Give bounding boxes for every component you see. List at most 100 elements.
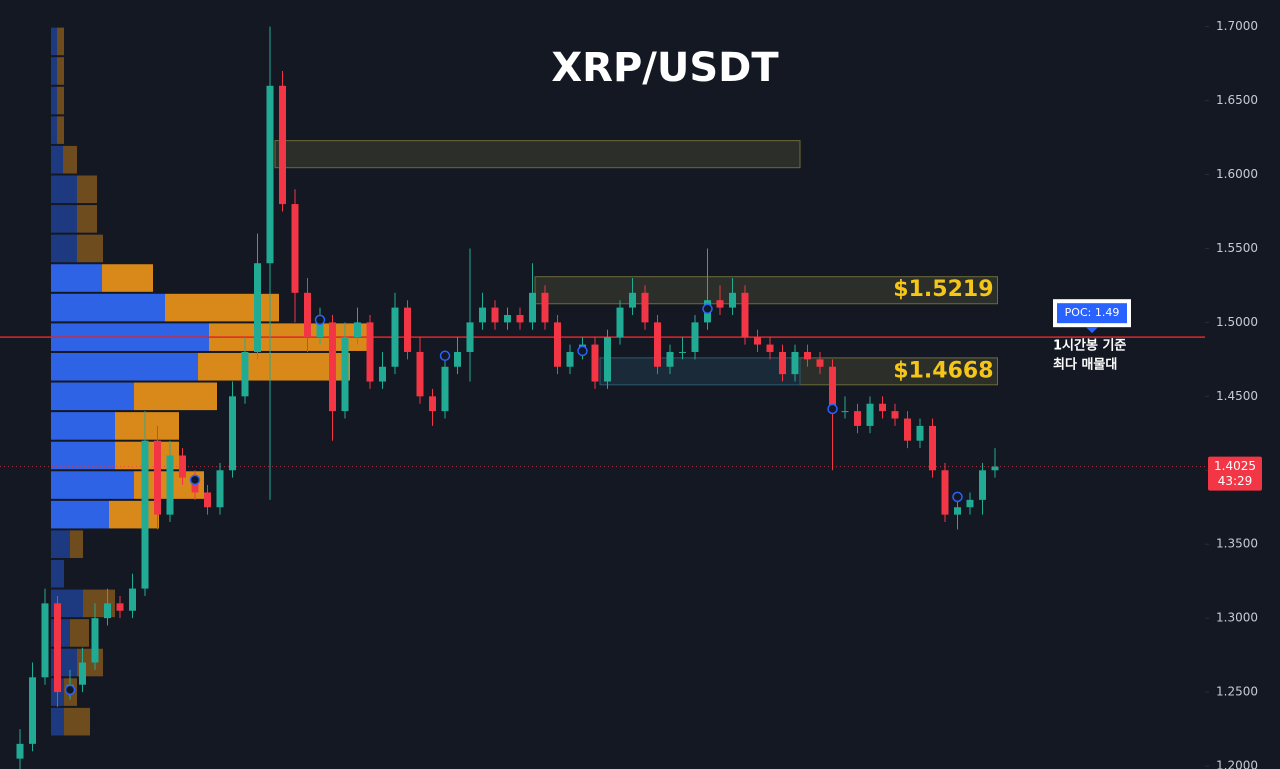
countdown-label: 43:29 — [1218, 474, 1253, 488]
candle-body — [566, 351, 574, 367]
profile-sell-bar — [109, 500, 159, 529]
profile-buy-bar — [51, 412, 115, 440]
last-price-box — [1208, 456, 1262, 491]
candle-body — [416, 351, 424, 397]
candle-body — [791, 351, 799, 375]
profile-buy-bar — [51, 264, 102, 292]
profile-buy-bar — [51, 352, 198, 381]
y-tick-label: 1.3000 — [1216, 611, 1258, 625]
candle-body — [79, 662, 86, 685]
last-price-label: 1.4025 — [1214, 459, 1256, 473]
profile-buy-bar — [51, 86, 57, 115]
candle-body — [366, 322, 374, 382]
profile-sell-bar — [57, 86, 64, 115]
candle-body — [729, 292, 736, 308]
y-tick-label: 1.5000 — [1216, 315, 1258, 329]
candle-body — [41, 603, 49, 678]
candle-body — [691, 322, 699, 352]
candle-body — [879, 403, 886, 412]
candle-body — [254, 263, 261, 352]
poc-label: POC: 1.49 — [1065, 306, 1120, 319]
profile-buy-bar — [51, 175, 77, 204]
candle-body — [591, 344, 599, 382]
candle-body — [454, 351, 461, 367]
candle-body — [641, 292, 649, 323]
y-tick-label: 1.6500 — [1216, 93, 1258, 107]
candle-body — [966, 499, 974, 508]
profile-sell-bar — [57, 116, 64, 144]
price-zone — [534, 276, 998, 305]
candle-body — [229, 396, 236, 471]
candle-body — [654, 322, 661, 367]
candle-body — [841, 411, 849, 413]
profile-buy-bar — [51, 27, 57, 56]
candle-body — [629, 292, 636, 308]
candle-body — [941, 470, 949, 515]
candle-body — [141, 440, 149, 589]
candle-body — [916, 425, 924, 441]
poc-note: 1시간봉 기준 — [1053, 338, 1126, 354]
candle-body — [379, 366, 386, 382]
y-tick-label: 1.3500 — [1216, 537, 1258, 551]
candle-body — [241, 351, 249, 397]
candle-body — [341, 337, 349, 412]
candle-body — [929, 425, 936, 471]
candle-body — [116, 603, 124, 611]
candle-body — [179, 455, 186, 478]
candle-body — [504, 314, 511, 323]
y-tick-label: 1.5500 — [1216, 241, 1258, 255]
profile-buy-bar — [51, 293, 165, 322]
y-tick-label: 1.6000 — [1216, 167, 1258, 181]
profile-sell-bar — [134, 382, 217, 411]
candle-body — [829, 366, 836, 412]
profile-sell-bar — [57, 57, 64, 85]
profile-sell-bar — [63, 145, 77, 174]
candle-body — [529, 292, 536, 323]
candle-body — [391, 307, 399, 367]
candle-body — [516, 314, 524, 323]
candle-body — [104, 603, 111, 619]
candle-body — [204, 492, 211, 508]
poc-note: 최다 매물대 — [1053, 357, 1117, 373]
candle-body — [216, 470, 224, 508]
candle-body — [304, 292, 311, 338]
profile-buy-bar — [51, 145, 63, 174]
profile-buy-bar — [51, 560, 64, 588]
y-tick-label: 1.2500 — [1216, 685, 1258, 699]
candle-body — [754, 337, 761, 345]
y-tick-label: 1.7000 — [1216, 19, 1258, 33]
candle-body — [891, 411, 899, 419]
candle-body — [154, 440, 161, 515]
profile-buy-bar — [51, 205, 77, 233]
candle-body — [904, 418, 911, 441]
profile-sell-bar — [165, 293, 279, 322]
candle-body — [441, 366, 449, 412]
candle-body — [854, 411, 861, 426]
candle-body — [479, 307, 486, 323]
profile-buy-bar — [51, 471, 134, 499]
candle-body — [666, 351, 674, 367]
candle-body — [604, 337, 611, 382]
candle-body — [804, 351, 811, 360]
profile-sell-bar — [198, 352, 350, 381]
candle-body — [816, 359, 824, 367]
candle-body — [266, 85, 274, 264]
candle-body — [16, 743, 24, 759]
signal-marker — [314, 314, 326, 326]
candle-body — [741, 292, 749, 338]
candle-body — [779, 351, 786, 375]
candle-body — [679, 351, 686, 353]
profile-sell-bar — [70, 619, 89, 647]
candle-body — [91, 618, 99, 663]
profile-buy-bar — [51, 530, 70, 559]
signal-marker — [439, 350, 451, 362]
candle-body — [979, 470, 986, 500]
candle-body — [554, 322, 561, 367]
signal-marker — [702, 303, 713, 315]
candle-body — [954, 507, 961, 515]
candle-body — [466, 322, 474, 352]
signal-marker — [577, 345, 588, 357]
candle-body — [616, 307, 624, 338]
candle-body — [316, 322, 324, 338]
